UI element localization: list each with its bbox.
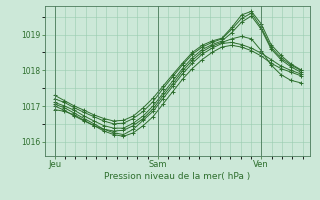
X-axis label: Pression niveau de la mer( hPa ): Pression niveau de la mer( hPa )	[104, 172, 251, 181]
